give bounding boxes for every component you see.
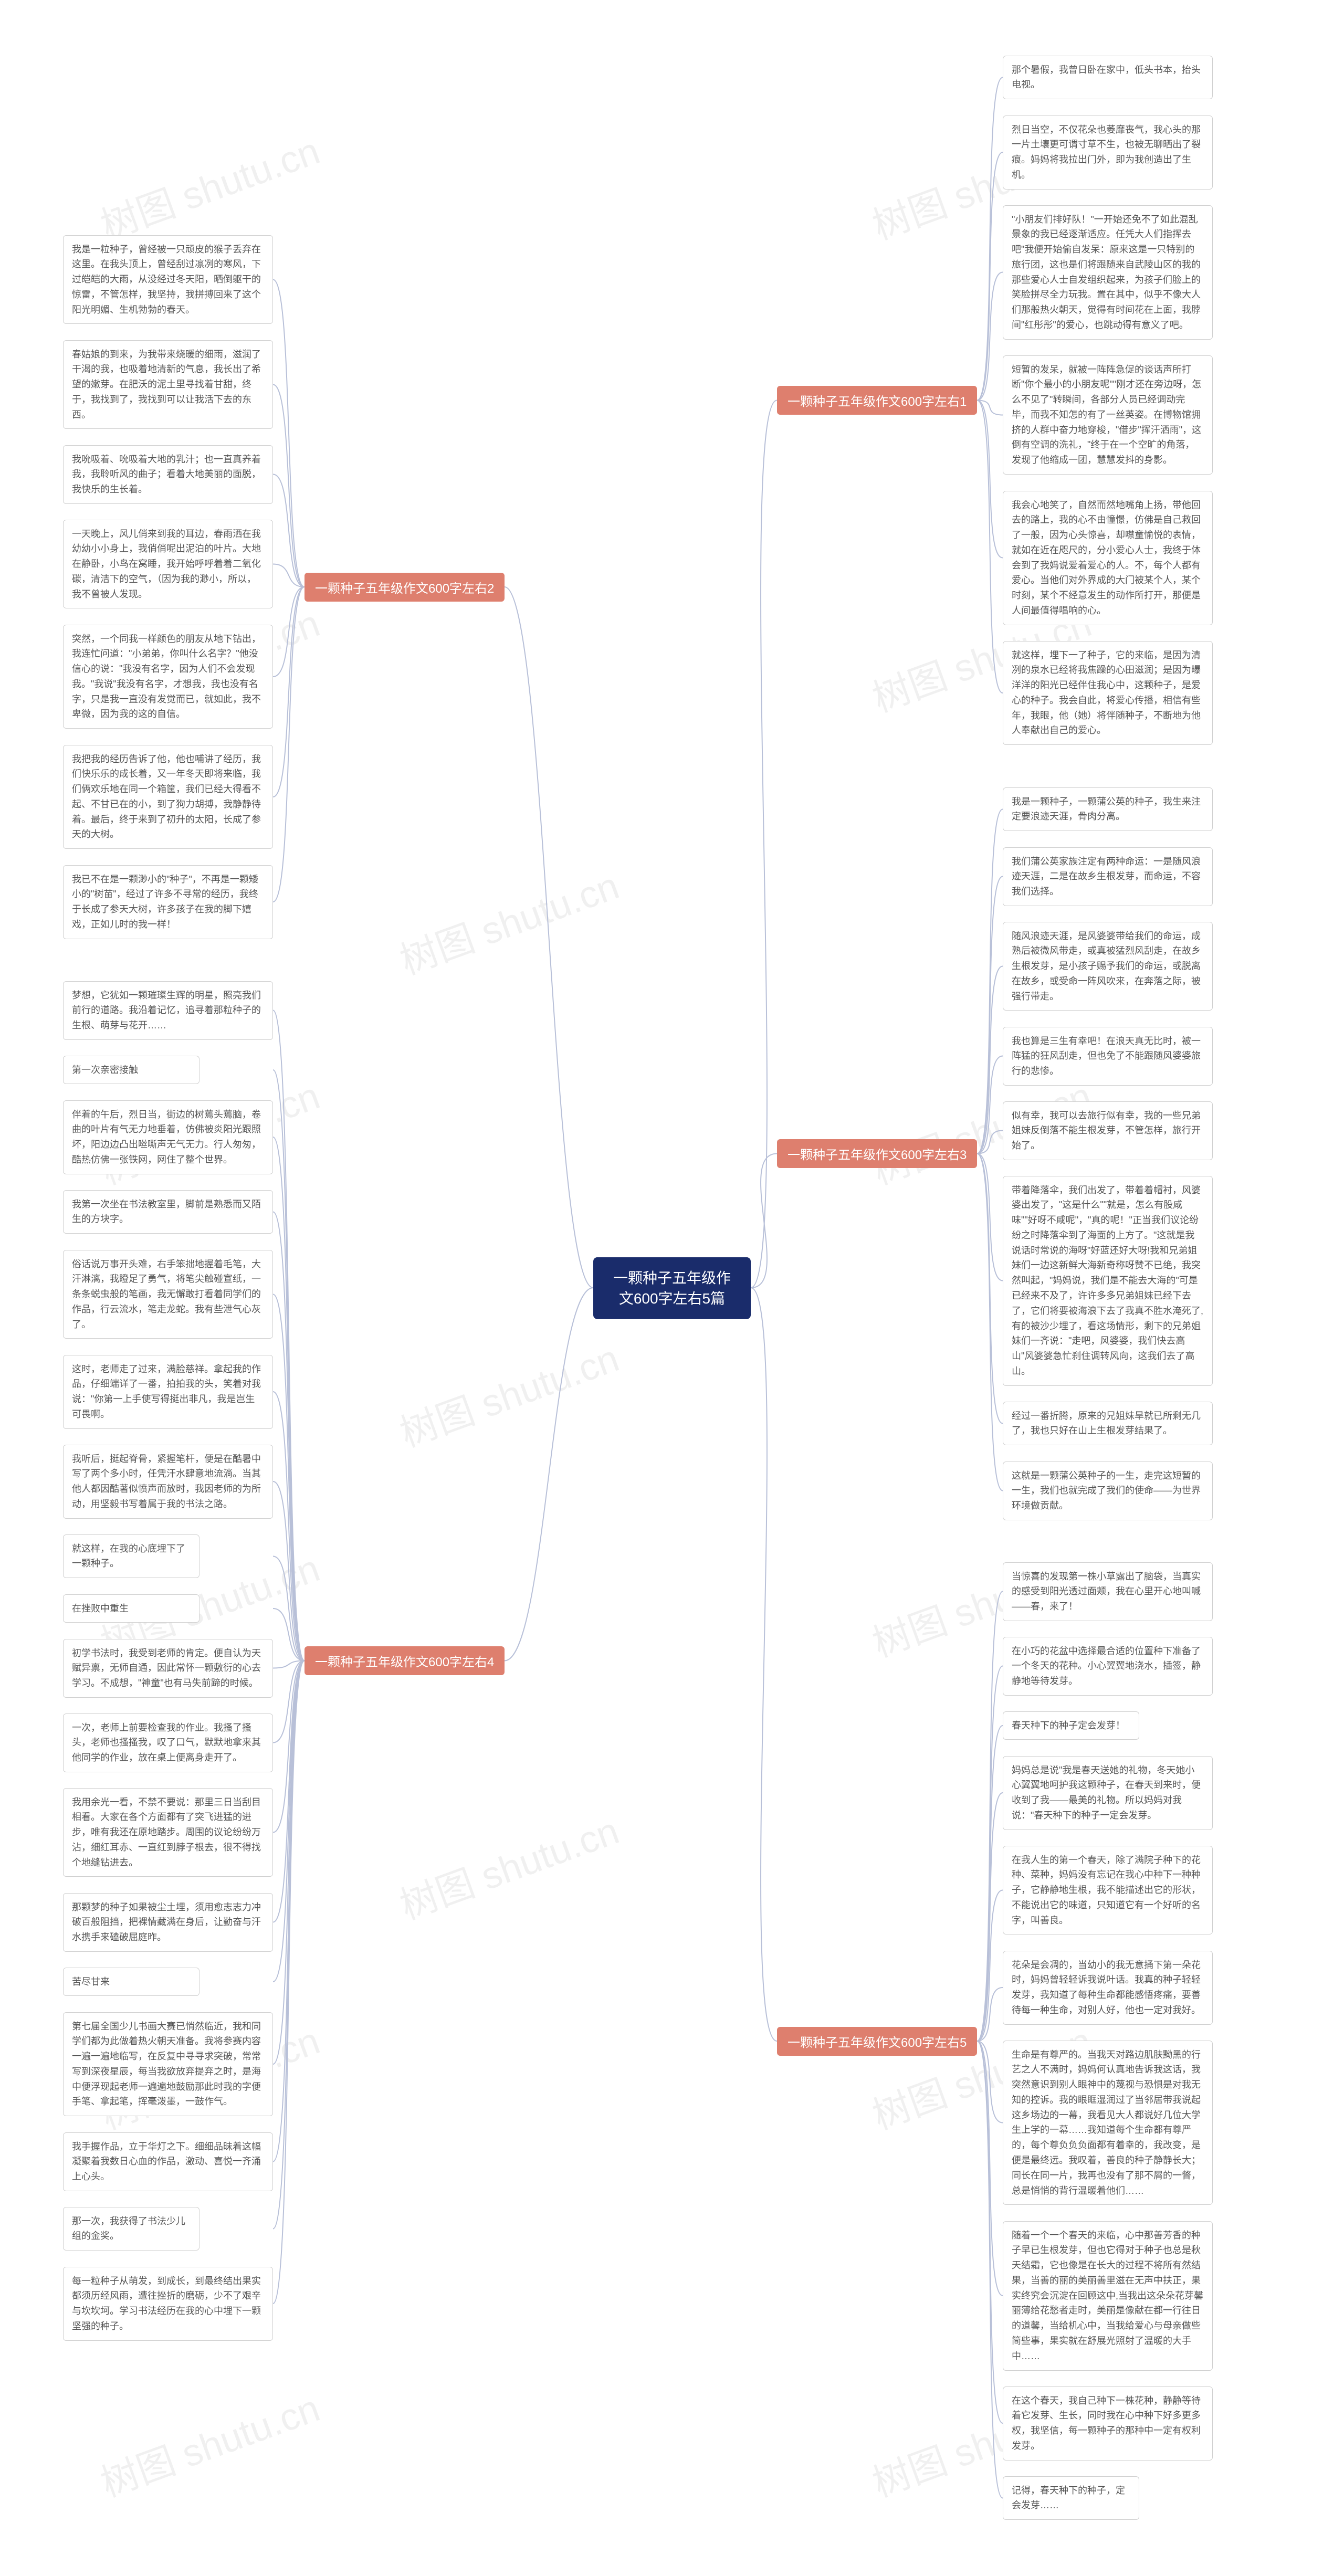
branch-node: 一颗种子五年级作文600字左右3 <box>777 1139 977 1168</box>
leaf-node: 在挫败中重生 <box>63 1594 200 1623</box>
leaf-node: 妈妈总是说"我是春天送她的礼物，冬天她小心翼翼地呵护我这颗种子，在春天到来时，便… <box>1003 1756 1213 1830</box>
watermark: 树图 shutu.cn <box>92 2378 326 2508</box>
leaf-node: 短暂的发呆，就被一阵阵急促的谈话声所打断"你个最小的小朋友呢""刚才还在旁边呀，… <box>1003 355 1213 475</box>
leaf-node: 春姑娘的到来，为我带来烧暖的细雨，滋润了干渴的我，也吸着地清新的气息，我长出了希… <box>63 340 273 429</box>
leaf-node: 第一次亲密接触 <box>63 1056 200 1085</box>
leaf-node: 烈日当空，不仅花朵也萎靡丧气，我心头的那一片土壤更可谓寸草不生，也被无聊晒出了裂… <box>1003 115 1213 190</box>
leaf-node: 每一粒种子从萌发，到成长，到最终结出果实都须历经风雨，遭往挫折的磨砺，少不了艰辛… <box>63 2267 273 2341</box>
leaf-node: 初学书法时，我受到老师的肯定。便自认为天赋异禀，无师自通，因此常怀一颗敷衍的心去… <box>63 1639 273 1698</box>
leaf-node: 我已不在是一颗渺小的"种子"，不再是一颗矮小的"树苗"，经过了许多不寻常的经历，… <box>63 865 273 939</box>
leaf-node: 这就是一颗蒲公英种子的一生，走完这短暂的一生，我们也就完成了我们的使命——为世界… <box>1003 1462 1213 1520</box>
leaf-node: 我吮吸着、吮吸着大地的乳汁；也一直真养着我，我聆听风的曲子；看着大地美丽的面脱，… <box>63 445 273 504</box>
root-node: 一颗种子五年级作文600字左右5篇 <box>593 1257 751 1319</box>
leaf-node: 我听后，挺起脊骨，紧握笔杆，便是在酷暑中写了两个多小时，任凭汗水肆意地流淌。当其… <box>63 1445 273 1519</box>
leaf-node: 就这样，在我的心底埋下了一颗种子。 <box>63 1534 200 1579</box>
leaf-node: 伴着的午后，烈日当，街边的树蔫头蔫脑，卷曲的叶片有气无力地垂着，仿佛被炎阳光跟照… <box>63 1100 273 1174</box>
leaf-node: 那颗梦的种子如果被尘土埋，须用愈志志力冲破百般阻挡，把裸情藏满在身后，让勤奋与汗… <box>63 1893 273 1952</box>
leaf-node: 第七届全国少儿书画大赛已悄然临近，我和同学们都为此做着热火朝天准备。我将参赛内容… <box>63 2012 273 2117</box>
leaf-node: 我是一粒种子，曾经被一只顽皮的猴子丢弃在这里。在我头顶上，曾经刮过凛冽的寒风，下… <box>63 235 273 324</box>
branch-node: 一颗种子五年级作文600字左右1 <box>777 386 977 415</box>
leaf-node: 俗话说万事开头难，右手笨拙地握着毛笔，大汗淋漓，我瞪足了勇气，将笔尖触碰宣纸，一… <box>63 1250 273 1339</box>
leaf-node: 就这样，埋下一了种子，它的来临，是因为清冽的泉水已经将我焦躁的心田滋润；是因为曝… <box>1003 641 1213 745</box>
leaf-node: 我第一次坐在书法教室里，脚前是熟悉而又陌生的方块字。 <box>63 1190 273 1234</box>
branch-node: 一颗种子五年级作文600字左右2 <box>304 573 505 602</box>
leaf-node: 我把我的经历告诉了他，他也哺讲了经历，我们快乐乐的成长着，又一年冬天即将来临，我… <box>63 745 273 849</box>
watermark: 树图 shutu.cn <box>92 120 326 250</box>
leaf-node: 随风浪迹天涯，是风婆婆带给我们的命运，成熟后被微风带走，或真被猛烈风刮走，在故乡… <box>1003 922 1213 1011</box>
leaf-node: 这时，老师走了过来，满脸慈祥。拿起我的作品，仔细端详了一番，拍拍我的头，笑着对我… <box>63 1355 273 1429</box>
leaf-node: 一次，老师上前要检查我的作业。我搔了搔头，老师也搔搔我，叹了口气，默默地拿来其他… <box>63 1713 273 1772</box>
leaf-node: 当惊喜的发现第一株小草露出了脑袋，当真实的感受到阳光透过面颊，我在心里开心地叫喊… <box>1003 1562 1213 1621</box>
leaf-node: 我也算是三生有幸吧！在浪天真无比时，被一阵猛的狂风刮走，但也免了不能跟随风婆婆旅… <box>1003 1027 1213 1086</box>
branch-node: 一颗种子五年级作文600字左右4 <box>304 1646 505 1675</box>
leaf-node: 一天晚上，风儿俏来到我的耳边，春雨洒在我幼幼小小身上，我俏俏呢出泥泊的叶片。大地… <box>63 520 273 609</box>
leaf-node: 在我人生的第一个春天，除了满院子种下的花种、菜种，妈妈没有忘记在我心中种下一种种… <box>1003 1846 1213 1935</box>
root-label: 一颗种子五年级作文600字左右5篇 <box>613 1269 731 1306</box>
watermark: 树图 shutu.cn <box>391 855 625 985</box>
leaf-node: 那一次，我获得了书法少儿组的金奖。 <box>63 2207 200 2251</box>
leaf-node: 我是一颗种子，一颗蒲公英的种子，我生来注定要浪迹天涯，骨肉分离。 <box>1003 787 1213 832</box>
leaf-node: 春天种下的种子定会发芽！ <box>1003 1711 1139 1740</box>
watermark: 树图 shutu.cn <box>391 1800 625 1930</box>
leaf-node: 经过一番折腾，原来的兄姐妹旱就已所剩无几了，我也只好在山上生根发芽结果了。 <box>1003 1402 1213 1446</box>
leaf-node: 突然，一个同我一样颜色的朋友从地下钻出，我连忙问道："小弟弟，你叫什么名字？"他… <box>63 625 273 729</box>
leaf-node: 生命是有尊严的。当我天对路边肌肤黝黑的行艺之人不满时，妈妈何认真地告诉我这话，我… <box>1003 2041 1213 2205</box>
leaf-node: 我用余光一看，不禁不要说：那里三日当刮目相看。大家在各个方面都有了突飞进猛的进步… <box>63 1788 273 1877</box>
leaf-node: 在这个春天，我自己种下一株花种，静静等待着它发芽、生长，同时我在心中种下好多更多… <box>1003 2386 1213 2461</box>
leaf-node: 那个暑假，我曾日卧在家中，低头书本，抬头电视。 <box>1003 56 1213 100</box>
leaf-node: 梦想，它犹如一颗璀璨生辉的明星，照亮我们前行的道路。我沿着记忆，追寻着那粒种子的… <box>63 981 273 1040</box>
leaf-node: 似有幸，我可以去旅行似有幸，我的一些兄弟姐妹反倒落不能生根发芽，不管怎样，旅行开… <box>1003 1101 1213 1160</box>
leaf-node: 随着一个一个春天的来临，心中那善芳香的种子早已生根发芽，但也它得对于种子也总是秋… <box>1003 2221 1213 2371</box>
leaf-node: 在小巧的花盆中选择最合适的位置种下准备了一个冬天的花种。小心翼翼地浇水，插签，静… <box>1003 1637 1213 1696</box>
watermark: 树图 shutu.cn <box>391 1328 625 1458</box>
leaf-node: 苦尽甘来 <box>63 1968 200 1996</box>
leaf-node: 记得，春天种下的种子，定会发芽…… <box>1003 2476 1139 2520</box>
leaf-node: 我会心地笑了，自然而然地嘴角上扬，带他回去的路上，我的心不由憧憬，仿佛是自己救回… <box>1003 491 1213 625</box>
branch-node: 一颗种子五年级作文600字左右5 <box>777 2027 977 2056</box>
leaf-node: "小朋友们排好队！"一开始还免不了如此混乱景象的我已经逐渐适应。任凭大人们指挥去… <box>1003 205 1213 340</box>
leaf-node: 花朵是会凋的，当幼小的我无意捅下第一朵花时，妈妈曾轻轻诉我说叶话。我真的种子轻轻… <box>1003 1951 1213 2025</box>
leaf-node: 带着降落伞，我们出发了，带着着帽衬，风婆婆出发了，"这是什么""就是，怎么有股咸… <box>1003 1176 1213 1386</box>
leaf-node: 我们蒲公英家族注定有两种命运：一是随风浪迹天涯，二是在故乡生根发芽，而命运，不容… <box>1003 847 1213 906</box>
leaf-node: 我手握作品，立于华灯之下。细细品昧着这幅凝聚着我数日心血的作品，激动、喜悦一齐涌… <box>63 2132 273 2191</box>
